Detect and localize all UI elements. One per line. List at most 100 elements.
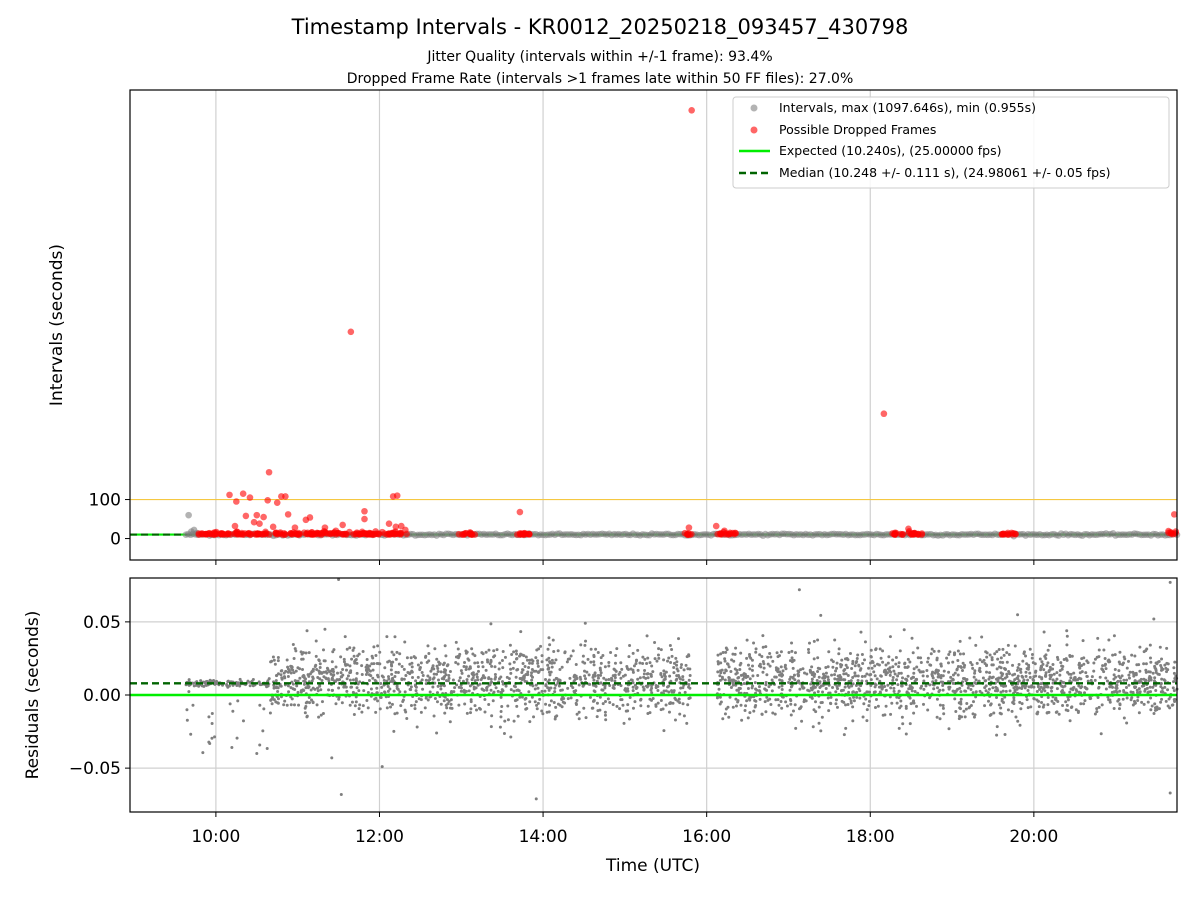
residual-point <box>411 676 415 680</box>
residual-point <box>1046 648 1050 652</box>
residual-point <box>986 699 990 703</box>
residual-point <box>625 664 629 668</box>
top-plot-frame <box>129 89 1178 561</box>
residual-point <box>583 677 587 681</box>
residual-point <box>677 637 681 641</box>
legend-box <box>732 96 1170 189</box>
residual-point <box>762 666 766 670</box>
residual-point <box>583 643 587 647</box>
residual-point <box>386 689 390 693</box>
residual-point <box>824 665 828 669</box>
residual-point <box>1149 660 1153 664</box>
residual-point <box>813 691 817 695</box>
residual-point <box>532 715 536 719</box>
dropped-frame-point <box>234 531 242 538</box>
residual-point <box>596 673 600 677</box>
residual-point <box>748 711 752 715</box>
residual-point <box>409 704 413 708</box>
residual-point <box>519 630 523 634</box>
residual-point <box>790 649 794 653</box>
residual-point <box>280 677 284 681</box>
residual-point <box>534 656 538 660</box>
residual-point <box>432 714 436 718</box>
residual-point <box>1055 671 1059 675</box>
residual-point <box>409 656 413 660</box>
residual-point <box>801 667 805 671</box>
residual-point <box>898 706 902 710</box>
residual-point <box>924 684 928 688</box>
residual-point <box>1151 671 1155 675</box>
residual-point <box>1032 675 1036 679</box>
residual-point <box>302 689 306 693</box>
residual-point <box>845 666 849 670</box>
residual-point <box>360 672 364 676</box>
residual-point <box>1082 662 1086 666</box>
residual-point <box>1127 676 1131 680</box>
residual-point <box>730 678 734 682</box>
residual-point <box>464 668 468 672</box>
residual-point <box>768 664 772 668</box>
residual-point <box>1076 678 1080 682</box>
residual-point <box>1172 671 1176 675</box>
residual-point <box>1160 666 1164 670</box>
residual-point <box>611 674 615 678</box>
residual-point <box>812 639 816 643</box>
residual-point <box>851 690 855 694</box>
residual-point <box>935 697 939 701</box>
residual-point <box>1105 679 1109 683</box>
residual-point <box>503 655 507 659</box>
residual-point <box>975 661 979 665</box>
residual-point <box>414 679 418 683</box>
residual-point <box>664 670 668 674</box>
residual-point <box>827 650 831 654</box>
residual-point <box>807 689 811 693</box>
residual-point <box>844 703 848 707</box>
residual-point <box>724 650 728 654</box>
residual-point <box>857 664 861 668</box>
dropped-frame-point <box>239 490 247 497</box>
residual-point <box>662 669 666 673</box>
residual-point <box>596 651 600 655</box>
residual-point <box>276 690 280 694</box>
residual-point <box>599 671 603 675</box>
residual-point <box>716 670 720 674</box>
residual-point <box>977 679 981 683</box>
residual-point <box>297 703 301 707</box>
residual-point <box>285 703 289 707</box>
residual-point <box>424 678 428 682</box>
residual-point <box>414 700 418 704</box>
residual-point <box>843 667 847 671</box>
residual-point <box>1040 700 1044 704</box>
residual-point <box>989 702 993 706</box>
residual-point <box>1163 679 1167 683</box>
residual-point <box>1069 706 1073 710</box>
residual-point <box>904 677 908 681</box>
residual-point <box>672 666 676 670</box>
residual-point <box>1160 697 1164 701</box>
residual-point <box>919 656 923 660</box>
residual-point <box>626 687 630 691</box>
residual-point <box>1076 709 1080 713</box>
residual-point <box>681 678 685 682</box>
residual-point <box>779 665 783 669</box>
residual-point <box>1159 663 1163 667</box>
residual-point <box>315 703 319 707</box>
residual-point <box>591 683 595 687</box>
residual-point <box>429 669 433 673</box>
residual-point <box>326 668 330 672</box>
residual-point <box>416 675 420 679</box>
residual-point <box>886 683 890 687</box>
residual-point <box>382 678 386 682</box>
dropped-frame-point <box>318 530 325 537</box>
residual-point <box>971 712 975 716</box>
residual-point <box>669 701 673 705</box>
residual-point <box>305 714 309 718</box>
residual-point <box>1053 697 1057 701</box>
residual-point <box>575 699 579 703</box>
residual-point <box>364 672 368 676</box>
residual-point <box>228 702 232 706</box>
residual-point <box>1026 706 1030 710</box>
residual-point <box>1003 668 1007 672</box>
residual-point <box>1118 650 1122 654</box>
residual-point <box>271 655 275 659</box>
